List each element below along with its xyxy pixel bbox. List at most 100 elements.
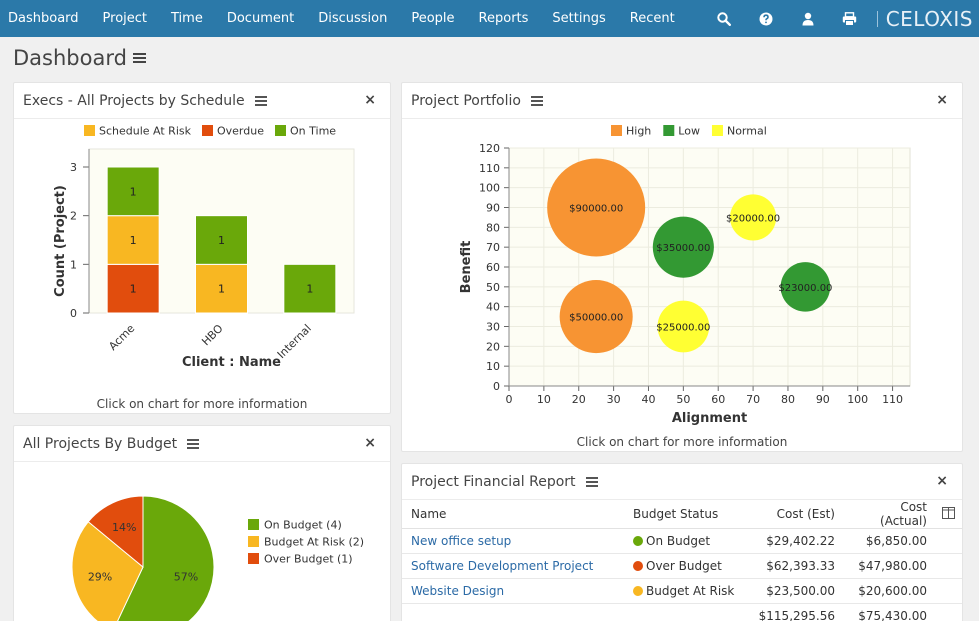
print-icon[interactable]: [829, 0, 871, 37]
y-tick-label: 100: [479, 182, 500, 195]
y-axis-title: Count (Project): [53, 185, 68, 297]
nav-time[interactable]: Time: [171, 11, 203, 26]
nav-people[interactable]: People: [411, 11, 455, 26]
project-link[interactable]: New office setup: [411, 534, 512, 548]
column-header[interactable]: Cost (Est): [744, 500, 844, 529]
y-tick-label: 2: [70, 210, 77, 223]
panel-header: Project Financial Report ×: [402, 464, 962, 500]
column-chooser-icon[interactable]: [936, 500, 962, 529]
nav-discussion[interactable]: Discussion: [318, 11, 388, 26]
bar-segment[interactable]: [106, 263, 160, 314]
legend-swatch: [202, 125, 213, 136]
bubble[interactable]: [780, 262, 831, 312]
search-icon[interactable]: [703, 0, 745, 37]
table-row: Website Design Budget At Risk $23,500.00…: [402, 578, 962, 604]
schedule-bar-chart[interactable]: Schedule At Risk Overdue On Time 0 1 2 3 1 1 1 Acm…: [14, 120, 391, 390]
chart-footer-link[interactable]: Click on chart for more information: [96, 397, 308, 411]
legend-swatch: [611, 125, 622, 136]
bubble[interactable]: [729, 194, 777, 241]
bubble[interactable]: [652, 216, 714, 278]
legend-label: Schedule At Risk: [99, 125, 192, 138]
close-icon[interactable]: ×: [364, 92, 376, 108]
chart-footer-link[interactable]: Click on chart for more information: [576, 435, 788, 449]
y-tick-label: 80: [486, 221, 500, 234]
column-header[interactable]: Cost (Actual): [844, 500, 936, 529]
budget-pie-chart[interactable]: 57% 29% 14% On Budget (4) Budget At Risk (2)…: [14, 463, 391, 621]
nav-divider: [876, 10, 878, 27]
pie-slice[interactable]: [87, 495, 144, 569]
panel-title: All Projects By Budget: [23, 435, 178, 452]
bar-segment[interactable]: [106, 166, 160, 217]
x-axis-title: Client : Name: [182, 355, 281, 370]
x-tick-label: 40: [641, 393, 655, 406]
panel-menu-icon[interactable]: [585, 476, 598, 487]
panel-menu-icon[interactable]: [530, 95, 543, 106]
budget-panel: All Projects By Budget × 57% 29% 14% On Bud…: [13, 425, 391, 621]
page-title: Dashboard: [13, 46, 146, 70]
bubble[interactable]: [559, 280, 633, 354]
x-tick-label: 60: [711, 393, 725, 406]
legend-label: Normal: [727, 125, 767, 138]
help-icon[interactable]: [745, 0, 787, 37]
status-label: Budget At Risk: [646, 584, 735, 598]
nav-dashboard[interactable]: Dashboard: [8, 11, 79, 26]
nav-document[interactable]: Document: [226, 11, 295, 26]
pie-slice-label: 14%: [112, 521, 136, 534]
y-tick-label: 50: [486, 281, 500, 294]
page-menu-icon[interactable]: [132, 52, 146, 64]
bar-segment[interactable]: [195, 215, 248, 265]
bar-value-label: 1: [130, 283, 137, 296]
y-tick-label: 60: [486, 261, 500, 274]
panel-header: All Projects By Budget ×: [14, 426, 390, 462]
table-row: New office setup On Budget $29,402.22 $6…: [402, 528, 962, 554]
top-navbar: Dashboard Project Time Document Discussi…: [0, 0, 979, 37]
project-link[interactable]: Website Design: [411, 584, 505, 598]
panel-title: Execs - All Projects by Schedule: [23, 92, 245, 109]
bubble[interactable]: [657, 300, 710, 353]
close-icon[interactable]: ×: [936, 473, 948, 489]
bar-segment[interactable]: [283, 263, 337, 314]
nav-reports[interactable]: Reports: [478, 11, 529, 26]
column-header[interactable]: Budget Status: [624, 500, 744, 529]
pie-slice[interactable]: [71, 521, 144, 621]
portfolio-bubble-chart[interactable]: High Low Normal 0 10 20 30 40 50 60 70 80 90 100 110 0 1…: [402, 120, 963, 430]
y-tick-label: 70: [486, 241, 500, 254]
column-header[interactable]: Name: [402, 500, 624, 529]
close-icon[interactable]: ×: [364, 435, 376, 451]
panel-header: Execs - All Projects by Schedule ×: [14, 83, 390, 119]
portfolio-panel: Project Portfolio × High Low Normal 0 10 20 30…: [401, 82, 963, 452]
nav-recent[interactable]: Recent: [629, 11, 675, 26]
legend-swatch: [663, 125, 675, 136]
user-icon[interactable]: [787, 0, 829, 37]
panel-header: Project Portfolio ×: [402, 83, 962, 119]
financial-panel: Project Financial Report × Name Budget S…: [401, 463, 963, 621]
cost-est-cell: $62,393.33: [744, 553, 844, 579]
pie-slice-label: 29%: [88, 571, 112, 584]
project-link[interactable]: Software Development Project: [411, 559, 594, 573]
status-label: On Budget: [646, 534, 711, 548]
legend-swatch: [84, 125, 95, 136]
nav-settings[interactable]: Settings: [552, 11, 606, 26]
empty-cell: [936, 603, 962, 621]
x-tick-label: 80: [781, 393, 795, 406]
empty-cell: [936, 578, 962, 604]
nav-icon-group: CELOXIS: [703, 0, 979, 37]
pie-slice[interactable]: [113, 495, 215, 621]
close-icon[interactable]: ×: [936, 92, 948, 108]
status-cell: Budget At Risk: [624, 578, 744, 604]
y-tick-label: 0: [70, 307, 77, 320]
x-tick-label: 10: [537, 393, 551, 406]
status-dot: [633, 561, 643, 571]
legend-label: Low: [678, 125, 700, 138]
panel-menu-icon[interactable]: [254, 95, 267, 106]
panel-menu-icon[interactable]: [187, 438, 200, 449]
bar-value-label: 1: [130, 234, 137, 247]
bar-segment[interactable]: [106, 215, 160, 265]
panel-title: Project Financial Report: [411, 473, 576, 490]
brand-logo[interactable]: CELOXIS: [885, 6, 973, 31]
bubble[interactable]: [547, 158, 646, 257]
nav-project[interactable]: Project: [102, 11, 148, 26]
empty-cell: [936, 553, 962, 579]
bubble-label: $23000.00: [778, 283, 832, 294]
bar-segment[interactable]: [195, 263, 248, 314]
